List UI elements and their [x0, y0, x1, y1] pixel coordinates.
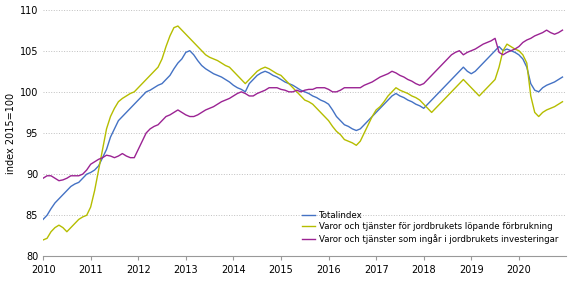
Totalindex [198, 64, 205, 67]
Totalindex [214, 74, 221, 77]
Varor och tjänster som ingår i jordbrukets investeringar [202, 108, 209, 112]
Varor och tjänster för jordbrukets löpande förbrukning [218, 61, 225, 65]
Totalindex [84, 173, 90, 176]
Varor och tjänster för jordbrukets löpande förbrukning [559, 100, 566, 103]
Totalindex [39, 218, 46, 221]
Varor och tjänster för jordbrukets löpande förbrukning [460, 78, 467, 81]
Varor och tjänster för jordbrukets löpande förbrukning [39, 238, 46, 242]
Legend: Totalindex, Varor och tjänster för jordbrukets löpande förbrukning, Varor och tj: Totalindex, Varor och tjänster för jordb… [299, 207, 562, 247]
Varor och tjänster för jordbrukets löpande förbrukning [174, 24, 181, 28]
Varor och tjänster som ingår i jordbrukets investeringar [87, 163, 94, 166]
Totalindex [456, 70, 463, 73]
Varor och tjänster som ingår i jordbrukets investeringar [39, 176, 46, 180]
Varor och tjänster som ingår i jordbrukets investeringar [55, 179, 62, 182]
Totalindex [559, 75, 566, 79]
Varor och tjänster som ingår i jordbrukets investeringar [543, 28, 550, 32]
Varor och tjänster för jordbrukets löpande förbrukning [464, 82, 471, 85]
Varor och tjänster som ingår i jordbrukets investeringar [559, 28, 566, 32]
Y-axis label: index 2015=100: index 2015=100 [6, 92, 15, 174]
Varor och tjänster för jordbrukets löpande förbrukning [202, 53, 209, 56]
Varor och tjänster som ingår i jordbrukets investeringar [460, 53, 467, 56]
Varor och tjänster som ingår i jordbrukets investeringar [218, 100, 225, 103]
Varor och tjänster för jordbrukets löpande förbrukning [103, 127, 110, 131]
Totalindex [495, 45, 502, 48]
Line: Varor och tjänster för jordbrukets löpande förbrukning: Varor och tjänster för jordbrukets löpan… [43, 26, 562, 240]
Varor och tjänster som ingår i jordbrukets investeringar [107, 154, 114, 158]
Totalindex [103, 148, 110, 151]
Line: Totalindex: Totalindex [43, 47, 562, 219]
Varor och tjänster för jordbrukets löpande förbrukning [84, 214, 90, 217]
Line: Varor och tjänster som ingår i jordbrukets investeringar: Varor och tjänster som ingår i jordbruke… [43, 30, 562, 181]
Totalindex [460, 65, 467, 69]
Varor och tjänster som ingår i jordbrukets investeringar [464, 51, 471, 54]
